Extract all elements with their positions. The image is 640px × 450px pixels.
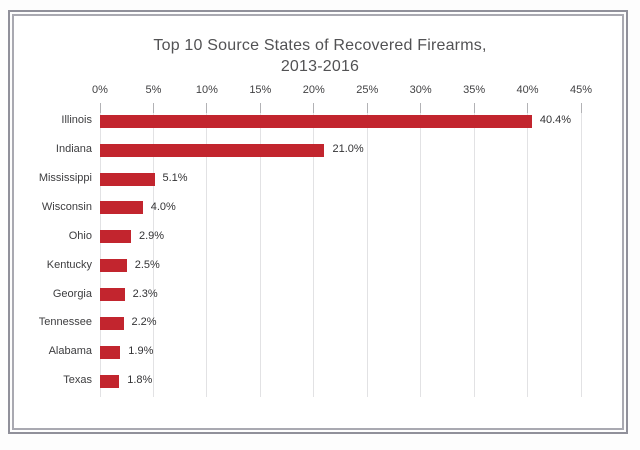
bar [100, 374, 120, 388]
value-label: 2.3% [132, 287, 158, 300]
value-label: 1.8% [127, 374, 153, 387]
tick-mark [99, 103, 101, 113]
bar [100, 172, 155, 186]
value-label: 2.5% [134, 258, 160, 271]
value-label: 4.0% [150, 200, 176, 213]
chart-frame-outer-border [8, 10, 628, 434]
chart-frame-inner-border [12, 14, 624, 430]
tick-mark [259, 103, 261, 113]
tick-mark [473, 103, 475, 113]
x-tick-label: 30% [409, 84, 432, 96]
gridline [152, 103, 154, 397]
chart-title-line2: 2013-2016 [280, 58, 360, 75]
x-tick-label: 10% [195, 84, 218, 96]
bar [100, 230, 131, 244]
bar [100, 316, 124, 330]
gridline [527, 103, 529, 397]
category-label: Georgia [52, 287, 92, 300]
tick-mark [313, 103, 315, 113]
tick-mark [152, 103, 154, 113]
category-label: Texas [63, 374, 92, 387]
bar [100, 345, 121, 359]
category-label: Wisconsin [41, 200, 92, 213]
x-tick-label: 0% [92, 84, 108, 96]
category-label: Kentucky [46, 258, 92, 271]
bar [100, 259, 127, 273]
tick-mark [420, 103, 422, 113]
chart-title-line1: Top 10 Source States of Recovered Firear… [153, 37, 487, 54]
chart-title: Top 10 Source States of Recovered Firear… [0, 35, 640, 77]
category-label: Ohio [68, 229, 92, 242]
x-tick-label: 40% [516, 84, 539, 96]
tick-mark [366, 103, 368, 113]
gridline [206, 103, 208, 397]
category-label: Indiana [55, 143, 92, 156]
category-label: Tennessee [38, 316, 92, 329]
gridline [473, 103, 475, 397]
x-tick-label: 15% [249, 84, 272, 96]
x-tick-label: 45% [569, 84, 593, 96]
x-tick-label: 5% [145, 84, 162, 96]
gridline [99, 103, 101, 397]
gridline [313, 103, 315, 397]
category-label: Mississippi [38, 172, 92, 185]
x-tick-label: 20% [302, 84, 325, 96]
bar [100, 288, 125, 302]
value-label: 40.4% [539, 114, 572, 127]
value-label: 5.1% [162, 172, 188, 185]
value-label: 2.2% [131, 316, 157, 329]
value-label: 21.0% [332, 143, 364, 156]
gridline [420, 103, 422, 397]
category-label: Alabama [48, 345, 92, 358]
category-label: Illinois [61, 114, 92, 127]
bar [100, 143, 325, 157]
x-tick-label: 35% [463, 84, 486, 96]
tick-mark [580, 103, 582, 113]
tick-mark [206, 103, 208, 113]
x-tick-label: 25% [356, 84, 379, 96]
value-label: 2.9% [138, 229, 165, 242]
gridline [259, 103, 261, 397]
gridline [366, 103, 368, 397]
gridline [580, 103, 582, 397]
bar [100, 201, 143, 215]
value-label: 1.9% [128, 345, 154, 358]
bar [100, 114, 532, 128]
tick-mark [527, 103, 529, 113]
